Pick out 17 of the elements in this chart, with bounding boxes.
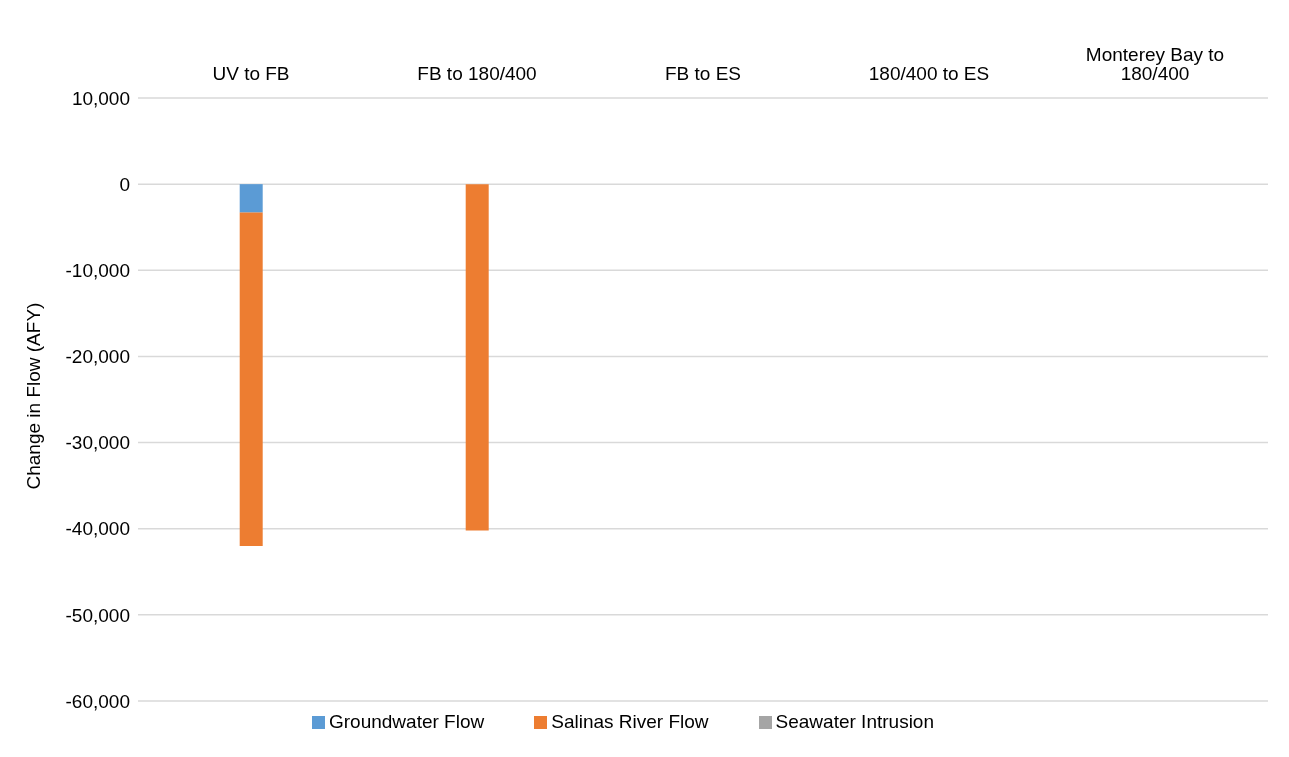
- x-tick-label: 180/400 to ES: [868, 63, 990, 84]
- legend-label: Seawater Intrusion: [775, 711, 934, 732]
- y-tick-label: -30,000: [65, 432, 130, 454]
- y-tick-label: -60,000: [65, 690, 130, 712]
- y-tick-label: 10,000: [71, 87, 130, 109]
- y-tick-label: -50,000: [65, 604, 130, 626]
- x-tick-label: UV to FB: [212, 63, 290, 84]
- y-axis-title: Change in Flow (AFY): [22, 302, 44, 490]
- x-tick-label: FB to ES: [664, 63, 742, 84]
- legend-label: Salinas River Flow: [551, 711, 709, 732]
- y-tick-label: 0: [119, 173, 130, 195]
- y-tick-label: -20,000: [65, 346, 130, 368]
- y-tick-label: -40,000: [65, 518, 130, 540]
- y-tick-label: -10,000: [65, 260, 130, 282]
- x-tick-label: Monterey Bay to 180/400: [1085, 44, 1225, 84]
- x-tick-label: FB to 180/400: [417, 63, 537, 84]
- legend-label: Groundwater Flow: [329, 711, 485, 732]
